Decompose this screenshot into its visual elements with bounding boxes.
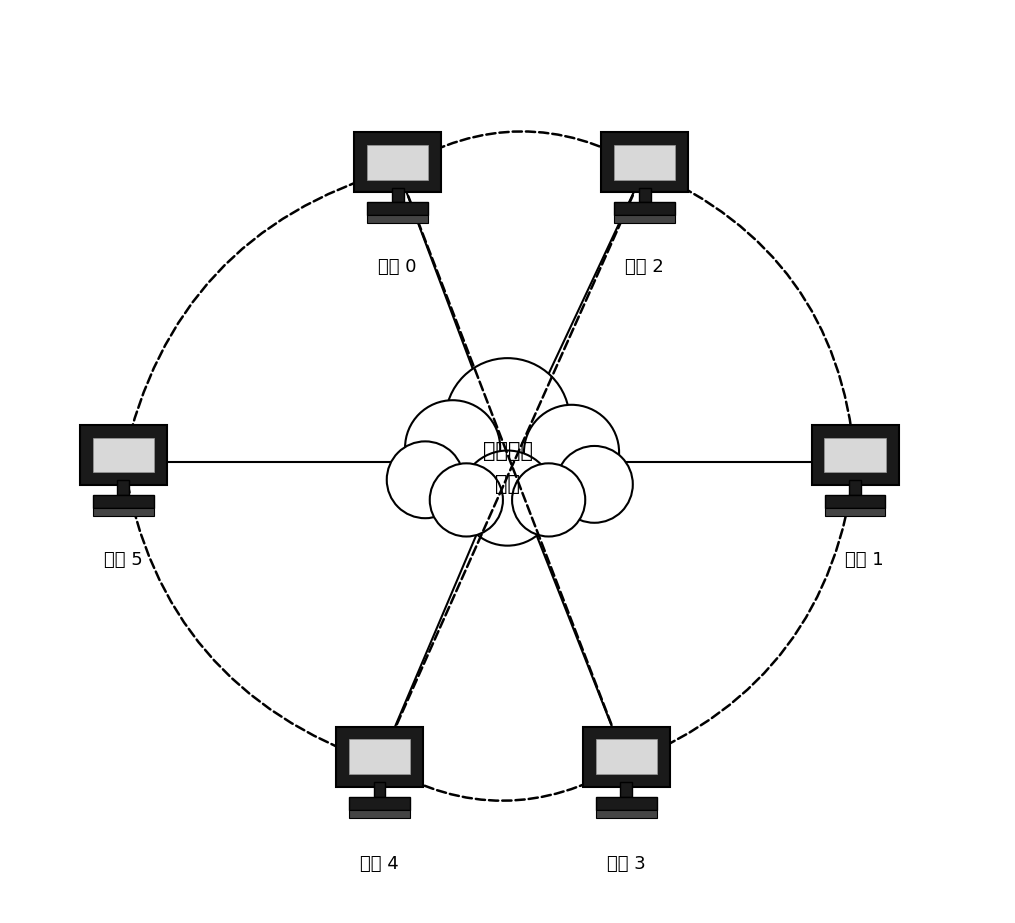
FancyBboxPatch shape xyxy=(349,739,410,774)
FancyBboxPatch shape xyxy=(349,797,410,809)
Circle shape xyxy=(513,463,586,536)
Circle shape xyxy=(524,405,619,500)
FancyBboxPatch shape xyxy=(614,215,675,223)
FancyBboxPatch shape xyxy=(596,797,657,809)
Circle shape xyxy=(446,358,569,483)
FancyBboxPatch shape xyxy=(367,215,428,223)
FancyBboxPatch shape xyxy=(367,145,428,179)
FancyBboxPatch shape xyxy=(354,132,442,192)
FancyBboxPatch shape xyxy=(638,187,651,202)
Text: 节点 2: 节点 2 xyxy=(625,258,664,277)
FancyBboxPatch shape xyxy=(812,425,898,485)
Circle shape xyxy=(460,450,555,545)
FancyBboxPatch shape xyxy=(614,145,675,179)
FancyBboxPatch shape xyxy=(392,187,404,202)
Text: 节点 1: 节点 1 xyxy=(844,551,883,569)
Text: 物理连接: 物理连接 xyxy=(482,440,533,461)
Text: 节点 3: 节点 3 xyxy=(607,855,646,873)
Text: 节点 4: 节点 4 xyxy=(360,855,399,873)
FancyBboxPatch shape xyxy=(93,495,153,508)
FancyBboxPatch shape xyxy=(825,495,885,508)
FancyBboxPatch shape xyxy=(596,739,657,774)
FancyBboxPatch shape xyxy=(850,481,861,495)
Circle shape xyxy=(387,441,464,518)
FancyBboxPatch shape xyxy=(614,202,675,215)
FancyBboxPatch shape xyxy=(336,726,423,786)
Text: 网络: 网络 xyxy=(495,474,520,495)
FancyBboxPatch shape xyxy=(620,783,632,797)
FancyBboxPatch shape xyxy=(349,809,410,818)
FancyBboxPatch shape xyxy=(92,438,154,473)
FancyBboxPatch shape xyxy=(825,508,885,516)
Text: 节点 0: 节点 0 xyxy=(379,258,417,277)
Text: 节点 5: 节点 5 xyxy=(104,551,143,569)
FancyBboxPatch shape xyxy=(601,132,688,192)
FancyBboxPatch shape xyxy=(596,809,657,818)
FancyBboxPatch shape xyxy=(118,481,129,495)
Circle shape xyxy=(405,401,500,496)
Circle shape xyxy=(556,446,632,522)
FancyBboxPatch shape xyxy=(80,425,166,485)
FancyBboxPatch shape xyxy=(824,438,886,473)
FancyBboxPatch shape xyxy=(374,783,386,797)
FancyBboxPatch shape xyxy=(367,202,428,215)
Circle shape xyxy=(429,463,502,536)
FancyBboxPatch shape xyxy=(583,726,670,786)
FancyBboxPatch shape xyxy=(93,508,153,516)
